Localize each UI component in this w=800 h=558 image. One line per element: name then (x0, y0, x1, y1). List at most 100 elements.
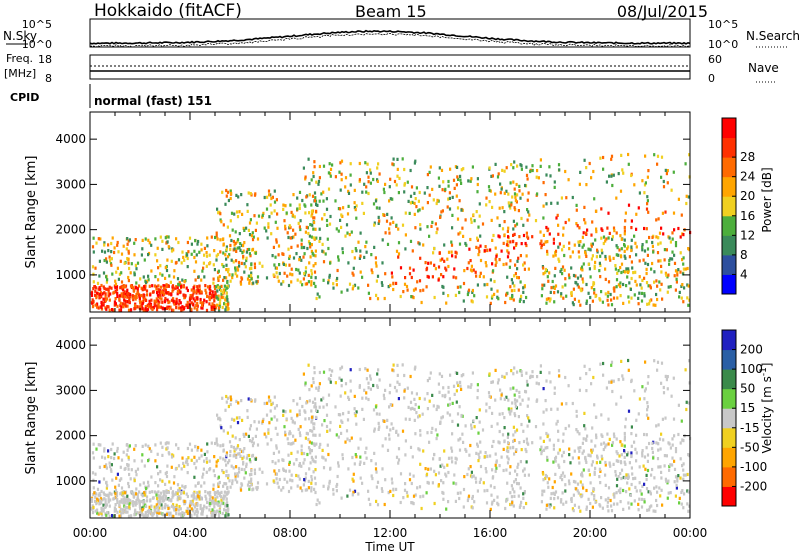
velocity-cell (339, 394, 342, 398)
power-cell (275, 266, 278, 270)
power-cell (268, 193, 271, 197)
power-cell (231, 228, 234, 232)
power-cell (262, 211, 265, 215)
velocity-cell (599, 460, 602, 464)
power-cell (646, 202, 649, 206)
velocity-cell (459, 384, 462, 388)
power-cell (688, 248, 691, 252)
velocity-cell (399, 500, 402, 505)
velocity-cell (510, 495, 513, 499)
velocity-cell (601, 506, 604, 510)
power-cell (178, 281, 181, 285)
velocity-cell (665, 479, 668, 483)
velocity-cell (174, 467, 177, 471)
velocity-cell (392, 426, 395, 430)
power-cell (662, 179, 665, 184)
power-cell (442, 180, 445, 184)
velocity-cell (623, 449, 626, 453)
power-cell (196, 301, 199, 306)
velocity-cell (396, 373, 399, 377)
velocity-cell (573, 449, 576, 453)
power-cell (467, 261, 470, 265)
power-cell (276, 275, 279, 279)
velocity-cell (236, 472, 239, 476)
power-cell (141, 307, 144, 311)
power-cell (354, 247, 357, 251)
power-cell (619, 234, 622, 238)
power-cell (485, 264, 488, 268)
power-cell (127, 275, 130, 280)
velocity-cell (612, 502, 616, 506)
power-cell (255, 221, 258, 225)
velocity-cell (429, 371, 432, 375)
power-cell (433, 295, 436, 300)
power-cell (679, 270, 682, 274)
power-cell (315, 296, 318, 301)
velocity-cell (646, 381, 649, 385)
velocity-cell (562, 502, 565, 506)
power-cell (327, 171, 330, 175)
velocity-cell (175, 491, 178, 495)
velocity-cell (417, 405, 420, 409)
power-cell (122, 302, 125, 306)
velocity-cell (467, 385, 470, 389)
power-cell (478, 274, 481, 278)
power-cell (153, 302, 156, 306)
power-cell (181, 305, 184, 309)
velocity-cell (313, 371, 316, 375)
power-cell (491, 262, 494, 266)
power-cell (673, 228, 676, 232)
velocity-cell (113, 490, 116, 494)
power-cell (276, 212, 279, 216)
power-cell (314, 284, 317, 289)
power-cell (388, 185, 391, 189)
velocity-cell (403, 389, 406, 393)
power-cell (684, 162, 687, 166)
velocity-cell (412, 494, 416, 498)
power-cell (627, 267, 630, 271)
power-cell (220, 292, 223, 296)
velocity-cell (367, 386, 370, 390)
velocity-cell (451, 432, 454, 436)
velocity-cell (306, 452, 309, 457)
power-cell (546, 275, 549, 279)
velocity-cell (310, 449, 313, 453)
power-cell (562, 244, 565, 248)
velocity-cell (298, 462, 301, 466)
velocity-cell (298, 412, 301, 416)
velocity-cell (607, 417, 610, 421)
velocity-cell (357, 446, 360, 450)
power-cell (590, 286, 593, 290)
power-cell (438, 251, 441, 255)
velocity-cell (651, 450, 654, 454)
power-cell (615, 196, 618, 200)
velocity-cell (478, 455, 481, 460)
power-cell (496, 175, 500, 179)
power-cell (147, 274, 150, 278)
power-cell (302, 166, 305, 170)
power-cell (218, 308, 221, 312)
velocity-cell (322, 456, 325, 460)
velocity-cell (666, 387, 669, 391)
velocity-cell (201, 507, 204, 511)
power-cell (418, 242, 421, 246)
power-cell (292, 256, 296, 260)
power-cell (129, 284, 133, 288)
velocity-cell (312, 459, 315, 463)
power-cell (312, 216, 315, 220)
power-cell (567, 178, 570, 182)
power-cell (435, 201, 438, 206)
power-cell (564, 169, 567, 174)
velocity-cell (502, 447, 505, 451)
velocity-cell (167, 451, 170, 455)
power-cell (570, 266, 573, 270)
power-cell (98, 259, 101, 263)
velocity-cell (341, 453, 344, 457)
velocity-cell (570, 499, 573, 503)
velocity-cell (503, 439, 506, 443)
power-cell (591, 299, 594, 303)
velocity-cell (461, 414, 464, 418)
power-cell (168, 307, 171, 311)
power-cell (511, 295, 514, 299)
